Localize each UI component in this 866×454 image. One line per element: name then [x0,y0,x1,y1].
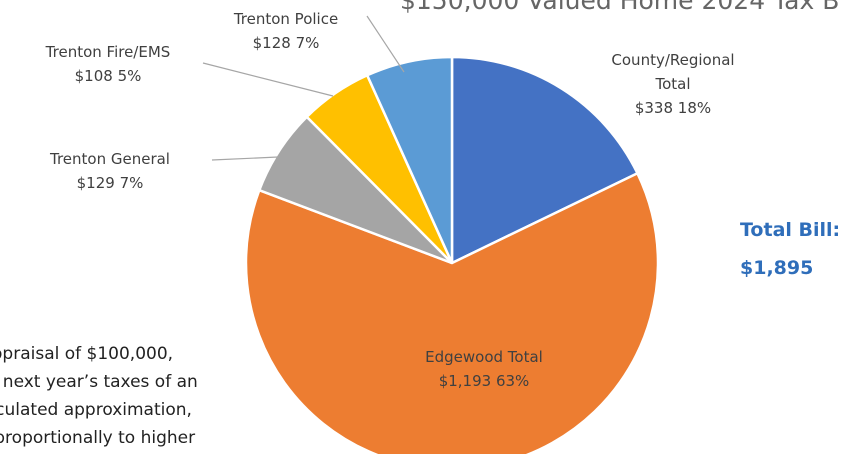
data-label-name: Trenton Fire/EMS [45,43,171,61]
footnote-line: or next year’s taxes of an [0,372,198,392]
total-bill-label: Total Bill: [740,219,841,241]
total-bill-value: $1,895 [740,257,814,279]
leader-line [211,156,279,161]
data-label-value: $338 18% [635,99,711,117]
data-label-name: County/Regional [611,51,734,69]
footnote-text: Appraisal of $100,000, or next year’s ta… [0,340,280,452]
pie-slice-edgewood-total [244,171,660,454]
footnote-line: alculated approximation, [0,400,192,420]
data-label-name: Trenton Police [233,10,338,28]
chart-title: $150,000 Valued Home 2024 Tax B [400,0,840,15]
data-label-name: Trenton General [49,150,170,168]
data-label-value: $128 7% [253,34,320,52]
data-label-value: $129 7% [77,174,144,192]
leader-line [202,62,334,97]
leader-line [366,15,405,73]
footnote-line: s proportionally to higher [0,428,196,448]
footnote-line: Appraisal of $100,000, [0,344,174,364]
pie-slice-trenton-police [365,55,454,264]
data-label-value: $108 5% [75,67,142,85]
pie-slice-county-regional-total [450,55,640,265]
data-label-name: Edgewood Total [425,348,543,366]
data-label-name: Total [654,75,690,93]
data-label-value: $1,193 63% [439,372,530,390]
